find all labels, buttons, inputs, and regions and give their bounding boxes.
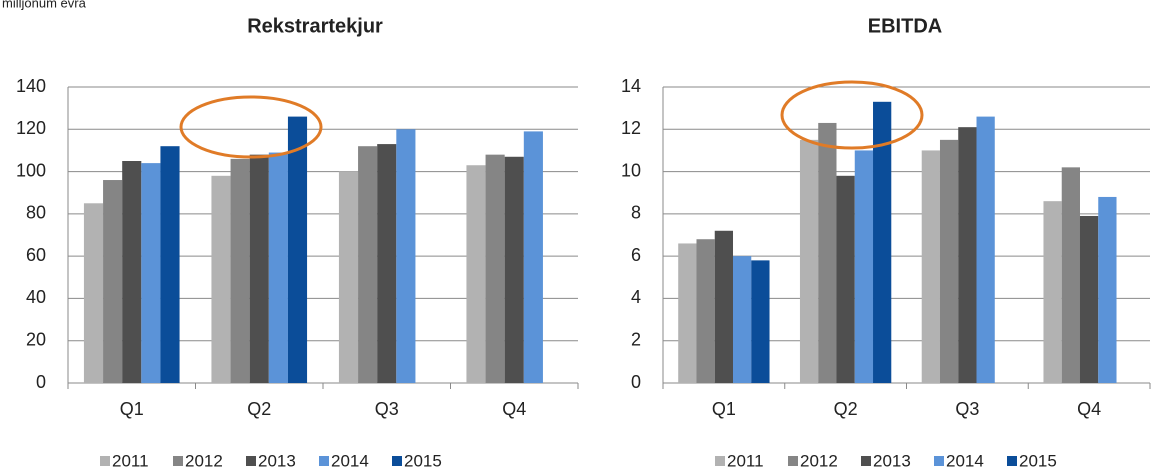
y-tick-label: 80 — [26, 203, 46, 223]
highlight-ellipse — [780, 80, 924, 150]
bar — [268, 152, 288, 383]
y-tick-label: 12 — [621, 118, 641, 138]
y-tick-label: 6 — [631, 245, 641, 265]
chart-title: EBITDA — [868, 15, 942, 37]
legend-swatch — [100, 456, 110, 466]
highlight-ellipse — [179, 95, 323, 159]
legend-swatch — [861, 456, 871, 466]
y-tick-label: 2 — [631, 329, 641, 349]
bar — [160, 146, 180, 383]
bar — [854, 150, 874, 383]
legend-label: 2013 — [258, 451, 296, 470]
x-tick-label: Q2 — [834, 399, 858, 419]
unit-note: milljónum evra — [2, 0, 87, 10]
legend-swatch — [319, 456, 329, 466]
bar — [504, 156, 524, 383]
legend-label: 2013 — [873, 451, 911, 470]
y-tick-label: 20 — [26, 329, 46, 349]
legend-label: 2011 — [727, 451, 764, 470]
x-tick-label: Q1 — [712, 399, 736, 419]
x-tick-label: Q4 — [502, 399, 526, 419]
bar — [751, 260, 770, 383]
bar — [733, 256, 752, 383]
legend-swatch — [934, 456, 944, 466]
bar — [83, 203, 104, 383]
bar — [678, 243, 697, 383]
bar — [799, 139, 819, 383]
chart-title: Rekstrartekjur — [247, 15, 383, 37]
bar — [958, 127, 977, 384]
bar — [1079, 215, 1099, 383]
bar — [103, 180, 123, 383]
bar — [338, 171, 359, 383]
legend-swatch — [173, 456, 183, 466]
x-tick-label: Q1 — [120, 399, 144, 419]
bar — [714, 230, 734, 383]
bar — [377, 144, 397, 383]
legend-swatch — [246, 456, 256, 466]
bar — [141, 163, 161, 383]
bar — [836, 175, 855, 383]
y-tick-label: 0 — [36, 372, 46, 392]
bar — [818, 122, 837, 383]
bar — [122, 161, 142, 383]
bar — [1043, 201, 1062, 383]
y-tick-label: 4 — [631, 287, 641, 307]
bar — [485, 154, 505, 383]
x-tick-label: Q3 — [955, 399, 979, 419]
x-tick-label: Q4 — [1077, 399, 1101, 419]
y-tick-label: 100 — [16, 160, 46, 180]
legend-label: 2011 — [112, 451, 149, 470]
y-tick-label: 60 — [26, 245, 46, 265]
bar — [230, 158, 250, 383]
legend-label: 2014 — [946, 451, 984, 470]
legend-label: 2015 — [1019, 451, 1057, 470]
bar — [976, 116, 995, 383]
y-tick-label: 40 — [26, 287, 46, 307]
y-tick-label: 10 — [621, 160, 641, 180]
legend-swatch — [392, 456, 402, 466]
y-tick-label: 120 — [16, 118, 46, 138]
bar — [287, 116, 308, 383]
legend-swatch — [1007, 456, 1017, 466]
bar — [939, 139, 959, 383]
legend-label: 2015 — [404, 451, 442, 470]
y-tick-label: 0 — [631, 372, 641, 392]
bar — [249, 154, 269, 383]
x-tick-label: Q3 — [375, 399, 399, 419]
y-tick-label: 8 — [631, 203, 641, 223]
x-tick-label: Q2 — [247, 399, 271, 419]
legend-swatch — [788, 456, 798, 466]
bar — [873, 101, 892, 384]
bar — [921, 150, 940, 383]
bar — [358, 146, 378, 383]
bar — [466, 165, 486, 383]
bar — [696, 239, 715, 383]
y-tick-label: 140 — [16, 76, 46, 96]
bar — [211, 175, 231, 383]
y-tick-label: 14 — [621, 76, 641, 96]
bar — [396, 129, 416, 383]
bar — [1061, 167, 1080, 383]
legend-label: 2014 — [331, 451, 369, 470]
bar — [523, 131, 543, 383]
bar — [1098, 196, 1117, 383]
legend-label: 2012 — [185, 451, 223, 470]
legend-swatch — [715, 456, 725, 466]
legend-label: 2012 — [800, 451, 838, 470]
